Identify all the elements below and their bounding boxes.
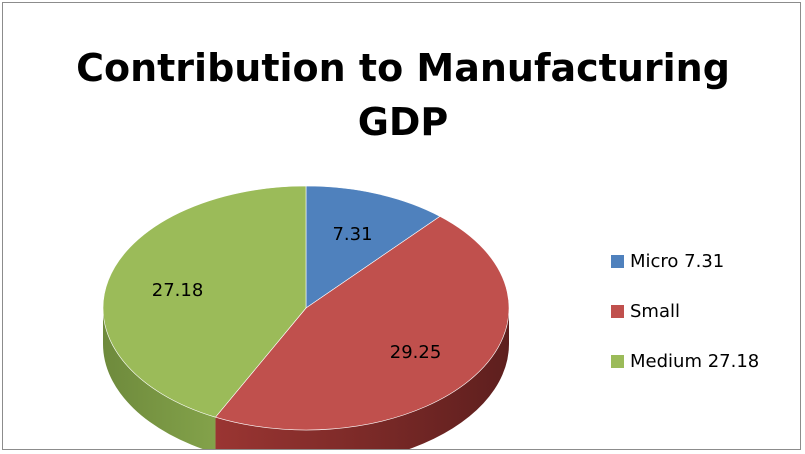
pie-slice-small (214, 215, 510, 431)
legend: Micro 7.31 Small Medium 27.18 (611, 249, 759, 399)
legend-item-small: Small (611, 299, 759, 323)
legend-item-micro: Micro 7.31 (611, 249, 759, 273)
legend-swatch-medium (611, 354, 624, 368)
legend-label-micro: Micro 7.31 (630, 250, 725, 272)
data-label-small: 29.25 (390, 342, 442, 363)
chart-title: Contribution to Manufacturing GDP (76, 46, 730, 144)
legend-swatch-micro (611, 254, 624, 268)
legend-label-small: Small (630, 300, 680, 322)
pie-slice-micro (305, 185, 441, 309)
legend-swatch-small (611, 304, 624, 318)
chart-area: Contribution to Manufacturing GDP 7.31 29… (2, 2, 801, 450)
pie-side-small (215, 308, 509, 449)
pie-side-medium (103, 308, 216, 449)
data-label-medium: 27.18 (152, 280, 204, 301)
pie-chart: 7.31 29.25 27.18 (102, 185, 510, 449)
legend-item-medium: Medium 27.18 (611, 349, 759, 373)
legend-label-medium: Medium 27.18 (630, 350, 760, 372)
data-label-micro: 7.31 (332, 224, 372, 245)
pie-slice-medium (102, 185, 307, 418)
